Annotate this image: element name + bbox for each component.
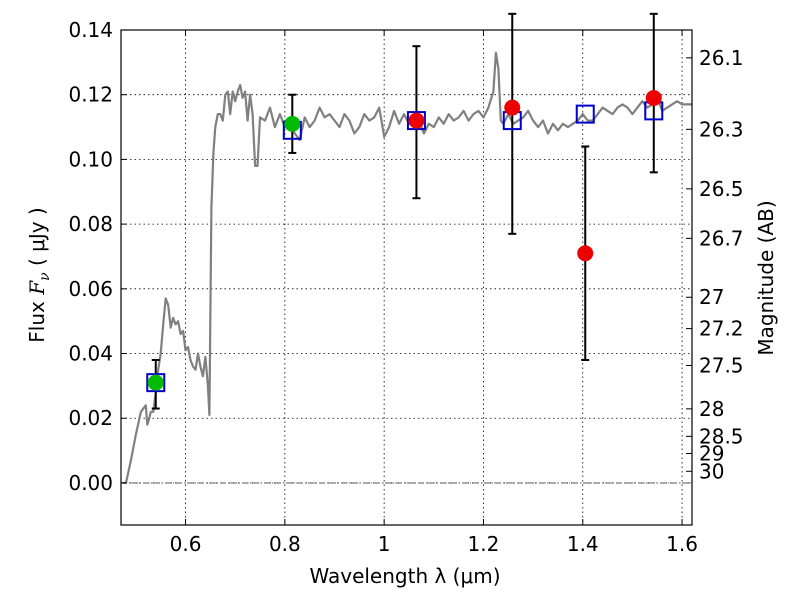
y2-tick-label: 30	[699, 459, 724, 483]
y-tick-label: 0.02	[68, 406, 113, 430]
y2-axis-title: Magnitude (AB)	[754, 200, 778, 355]
x-axis-title: Wavelength λ (μm)	[309, 564, 500, 588]
y2-tick-label: 26.7	[699, 226, 744, 250]
x-tick-label: 1.2	[468, 532, 500, 556]
y-axis-title-symbol: F	[25, 280, 49, 296]
observed-point-red	[645, 89, 662, 106]
y-tick-label: 0.08	[68, 212, 113, 236]
observed-point-red	[408, 112, 425, 129]
x-tick-label: 1.6	[666, 532, 698, 556]
y2-tick-label: 27.5	[699, 354, 744, 378]
x-tick-label: 0.6	[170, 532, 202, 556]
y-axis-title-prefix: Flux	[25, 295, 49, 343]
y-axis-title-unit: ( μJy )	[25, 207, 49, 272]
y2-tick-label: 28	[699, 397, 724, 421]
model-spectrum	[122, 51, 692, 484]
y2-tick-label: 28.5	[699, 424, 744, 448]
observed-point-red	[504, 99, 521, 116]
y-axis-ticks: 0.00 0.02 0.04 0.06 0.08 0.10 0.12 0.14	[68, 18, 127, 495]
observed-point-red	[577, 245, 594, 262]
observed-points	[147, 89, 662, 391]
y-tick-label: 0.04	[68, 342, 113, 366]
y-tick-label: 0.10	[68, 147, 113, 171]
x-tick-label: 1	[378, 532, 391, 556]
band-flux-box	[146, 373, 166, 393]
plot-frame	[120, 29, 693, 526]
y2-tick-label: 27.2	[699, 317, 744, 341]
y-axis-title: Flux Fν ( μJy )	[25, 207, 53, 342]
y-axis-title-subscript: ν	[37, 272, 53, 281]
y2-tick-label: 26.1	[699, 46, 744, 70]
y-tick-label: 0.12	[68, 83, 113, 107]
model-spectrum-line	[122, 51, 692, 484]
y2-tick-label: 27	[699, 285, 724, 309]
band-flux-box	[406, 111, 426, 131]
y2-tick-label: 26.5	[699, 177, 744, 201]
x-tick-label: 0.8	[269, 532, 301, 556]
observed-point-green	[147, 374, 164, 391]
y2-tick-label: 29	[699, 442, 724, 466]
y-tick-label: 0.00	[68, 471, 113, 495]
observed-point-green	[284, 115, 301, 132]
grid-lines	[121, 29, 692, 525]
band-flux-box	[575, 104, 595, 124]
x-tick-label: 1.4	[567, 532, 599, 556]
y-tick-label: 0.06	[68, 277, 113, 301]
x-axis-ticks: 0.6 0.8 1 1.2 1.4 1.6	[170, 30, 698, 556]
y-tick-label: 0.14	[68, 18, 113, 42]
y2-tick-label: 26.3	[699, 117, 744, 141]
error-bars	[151, 12, 658, 410]
